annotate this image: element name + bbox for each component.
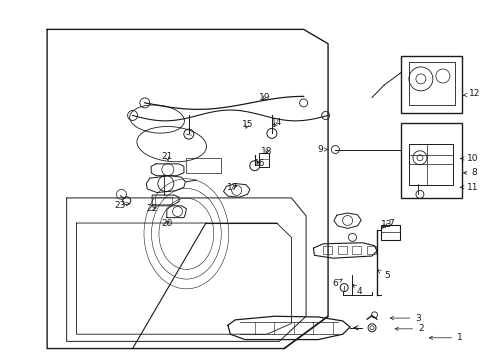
- Text: 8: 8: [464, 168, 478, 177]
- Text: 6: 6: [333, 279, 342, 288]
- Text: 20: 20: [161, 219, 172, 228]
- Text: 5: 5: [378, 270, 390, 279]
- Text: 12: 12: [463, 89, 480, 98]
- Bar: [259, 153, 270, 167]
- Bar: [381, 225, 400, 240]
- Text: 23: 23: [115, 201, 129, 210]
- Bar: [323, 246, 332, 253]
- Text: 22: 22: [147, 204, 158, 213]
- Bar: [186, 158, 220, 173]
- Text: 4: 4: [353, 284, 363, 296]
- Text: 19: 19: [259, 93, 270, 102]
- Text: 7: 7: [385, 219, 394, 228]
- Text: 21: 21: [161, 152, 172, 161]
- Bar: [409, 144, 453, 185]
- Bar: [401, 56, 463, 113]
- Bar: [155, 197, 172, 204]
- Text: 10: 10: [461, 154, 478, 163]
- Bar: [401, 123, 463, 198]
- Text: 9: 9: [318, 145, 327, 154]
- Text: 11: 11: [461, 183, 478, 192]
- Text: 13: 13: [381, 220, 392, 229]
- Bar: [338, 246, 346, 253]
- Text: 2: 2: [395, 324, 424, 333]
- Text: 15: 15: [242, 120, 253, 129]
- Bar: [352, 246, 361, 253]
- Text: 16: 16: [254, 159, 266, 168]
- Text: 18: 18: [261, 147, 273, 156]
- Bar: [367, 246, 376, 253]
- Text: 3: 3: [390, 314, 421, 323]
- Text: 17: 17: [227, 183, 239, 192]
- Text: 14: 14: [271, 118, 282, 127]
- Text: 1: 1: [429, 333, 463, 342]
